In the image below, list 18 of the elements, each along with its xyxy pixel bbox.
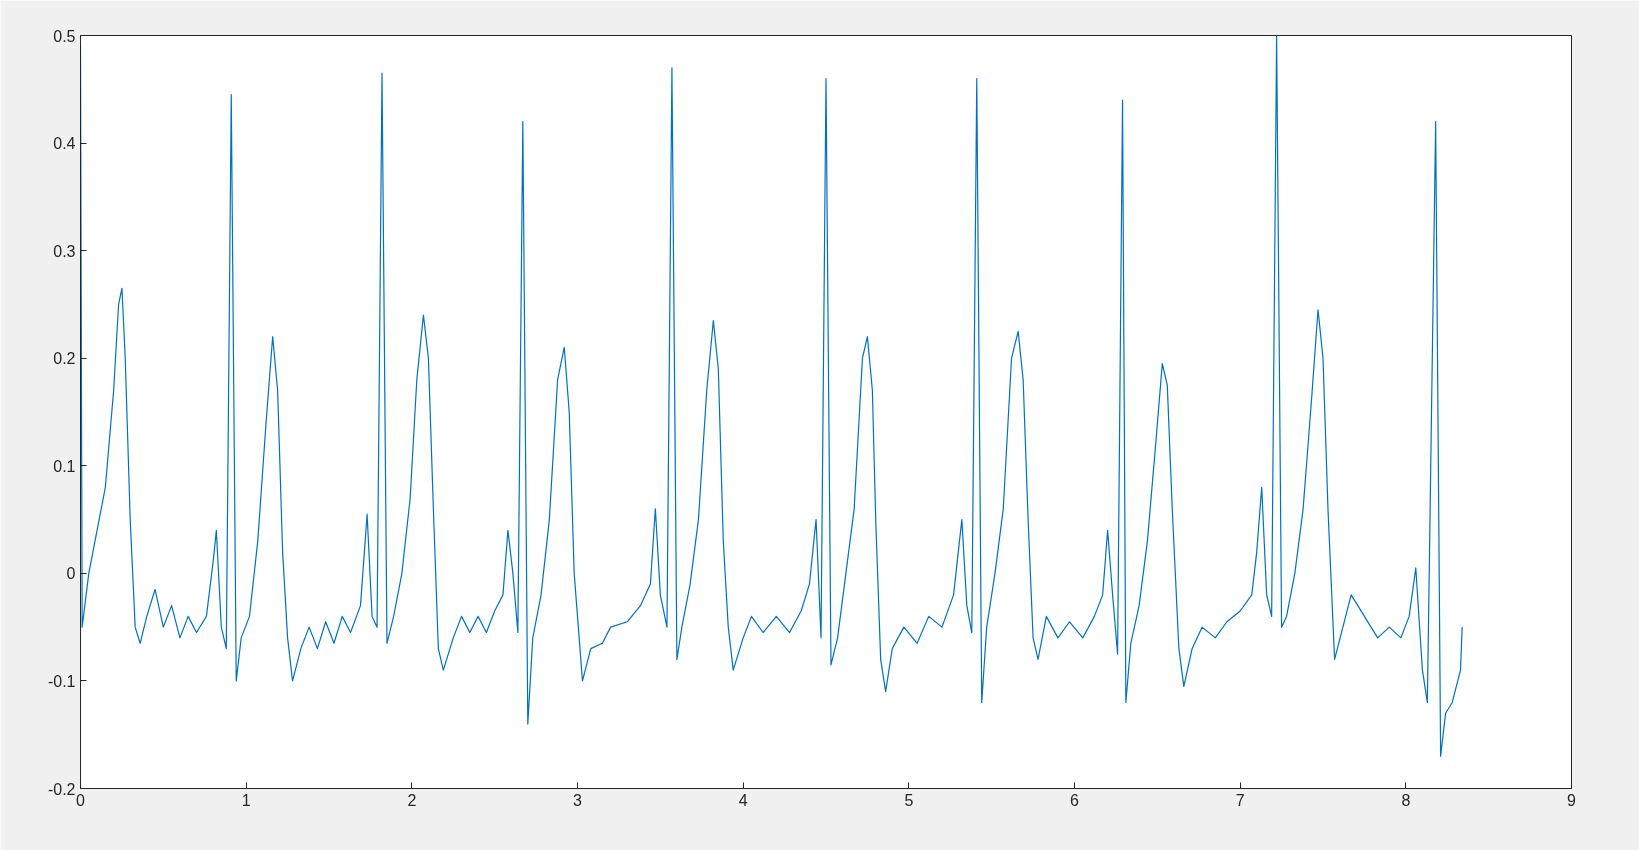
x-tick-label: 4 [738, 791, 748, 809]
x-tick-label: 6 [1070, 791, 1080, 809]
x-tick-label: 2 [407, 791, 417, 809]
line-series [80, 35, 1463, 757]
x-tick-label: 1 [241, 791, 251, 809]
x-tick-label: 9 [1567, 791, 1577, 809]
y-tick-label: 0.4 [53, 135, 76, 153]
y-tick-label: 0.5 [53, 27, 76, 45]
x-tick-label: 7 [1235, 791, 1245, 809]
y-tick-label: 0.1 [53, 457, 76, 475]
y-tick-label: 0 [66, 565, 76, 583]
x-tick-label: 3 [573, 791, 583, 809]
x-tick-label: 5 [904, 791, 914, 809]
y-tick-label: -0.2 [47, 780, 76, 798]
x-tick-label: 8 [1401, 791, 1411, 809]
y-tick-label: 0.2 [53, 350, 76, 368]
y-tick-label: 0.3 [53, 242, 76, 260]
y-tick-label: -0.1 [47, 672, 76, 690]
